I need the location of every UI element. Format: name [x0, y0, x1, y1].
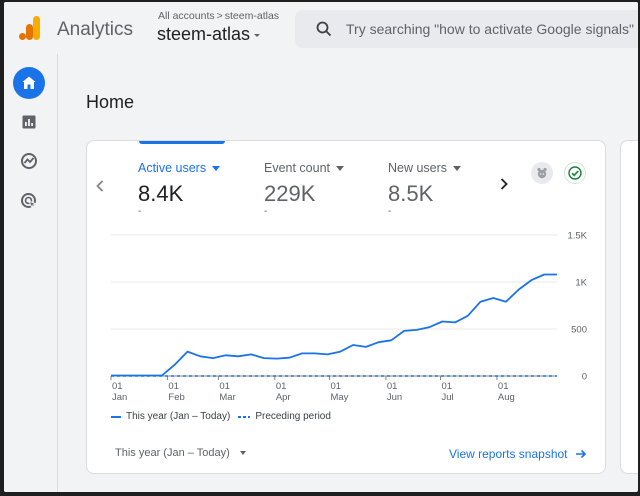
metric-change: - — [138, 206, 142, 217]
y-tick-label: 500 — [571, 325, 587, 336]
explore-icon — [21, 153, 37, 169]
check-circle-icon — [568, 166, 582, 180]
metric-new-users[interactable]: New users 8.5K - — [388, 161, 462, 217]
breadcrumb-property[interactable]: steem-atlas — [224, 10, 280, 22]
legend-current: This year (Jan – Today) — [126, 411, 231, 422]
chart-legend: This year (Jan – Today) Preceding period — [111, 411, 331, 422]
insights-button[interactable] — [531, 162, 553, 184]
metric-change: - — [388, 206, 392, 217]
metric-label[interactable]: Active users — [138, 161, 221, 175]
chevron-left-icon — [96, 180, 104, 192]
secondary-card — [620, 140, 638, 474]
x-tick-month: Feb — [168, 392, 184, 403]
arrow-right-icon — [575, 449, 586, 459]
view-link-label: View reports snapshot — [449, 447, 568, 461]
view-reports-snapshot-link[interactable]: View reports snapshot — [449, 447, 587, 461]
x-tick-month: May — [330, 392, 348, 403]
home-icon — [22, 76, 36, 89]
analytics-logo-icon[interactable] — [18, 14, 42, 42]
x-tick-month: Mar — [219, 392, 235, 403]
x-tick-day: 01 — [276, 381, 287, 392]
caret-down-icon — [239, 451, 246, 455]
overview-card: Active users 8.4K - Event count 229K - N… — [86, 140, 606, 474]
search-icon — [316, 21, 332, 37]
y-tick-label: 1K — [575, 278, 587, 289]
search-input[interactable]: Try searching "how to activate Google si… — [346, 21, 635, 37]
insights-icon — [537, 167, 547, 179]
active-users-chart: 05001K1.5K01Jan01Feb01Mar01Apr01May01Jun… — [110, 231, 588, 403]
metric-value: 8.4K — [138, 181, 184, 206]
x-tick-month: Jun — [387, 392, 402, 403]
date-range-selector[interactable]: This year (Jan – Today) — [115, 447, 246, 459]
app-window: Analytics All accounts > steem-atlas steem… — [4, 2, 638, 492]
caret-down-icon — [336, 165, 345, 171]
metric-label[interactable]: New users — [388, 161, 462, 175]
legend-dashed-swatch — [238, 415, 251, 418]
x-tick-day: 01 — [219, 381, 230, 392]
dropdown-arrow-icon — [254, 33, 261, 37]
x-tick-month: Apr — [276, 392, 291, 403]
next-metrics-button[interactable] — [499, 175, 509, 196]
x-tick-month: Aug — [498, 392, 515, 403]
search-bar[interactable]: Try searching "how to activate Google si… — [295, 10, 638, 48]
caret-down-icon — [212, 165, 221, 171]
x-tick-day: 01 — [330, 381, 341, 392]
x-tick-day: 01 — [112, 381, 123, 392]
metric-active-users[interactable]: Active users 8.4K - — [138, 161, 221, 217]
advertising-icon — [21, 193, 38, 210]
y-tick-label: 1.5K — [567, 231, 587, 242]
this-year-line — [111, 273, 557, 377]
metric-change: - — [264, 206, 268, 217]
nav-explore[interactable] — [13, 145, 45, 177]
legend-previous: Preceding period — [255, 411, 331, 422]
metric-label[interactable]: Event count — [264, 161, 345, 175]
top-bar: Analytics All accounts > steem-atlas steem… — [4, 2, 638, 54]
legend-solid-swatch — [111, 415, 121, 418]
metric-value: 8.5K — [388, 181, 434, 206]
app-name: Analytics — [57, 19, 134, 40]
nav-reports[interactable] — [13, 106, 45, 138]
left-nav — [4, 54, 58, 492]
x-tick-day: 01 — [441, 381, 452, 392]
chevron-right-icon — [500, 178, 508, 190]
nav-advertising[interactable] — [13, 185, 45, 217]
date-range-label: This year (Jan – Today) — [115, 447, 230, 459]
x-tick-month: Jan — [112, 392, 127, 403]
x-tick-month: Jul — [441, 392, 453, 403]
x-tick-day: 01 — [498, 381, 509, 392]
property-selector[interactable]: steem-atlas — [157, 24, 262, 45]
caret-down-icon — [453, 165, 462, 171]
x-tick-day: 01 — [387, 381, 398, 392]
property-name: steem-atlas — [157, 24, 251, 44]
breadcrumb-separator: > — [216, 10, 223, 22]
page-title: Home — [86, 92, 135, 112]
nav-home[interactable] — [13, 67, 45, 99]
data-quality-button[interactable] — [564, 162, 586, 184]
breadcrumb-account[interactable]: All accounts — [158, 10, 215, 22]
x-tick-day: 01 — [168, 381, 179, 392]
metric-value: 229K — [264, 181, 316, 206]
y-tick-label: 0 — [582, 372, 587, 383]
previous-metrics-button[interactable] — [95, 177, 105, 198]
breadcrumb[interactable]: All accounts > steem-atlas — [158, 10, 279, 22]
reports-icon — [22, 115, 36, 129]
metric-event-count[interactable]: Event count 229K - — [264, 161, 345, 217]
active-metric-indicator — [139, 141, 225, 144]
